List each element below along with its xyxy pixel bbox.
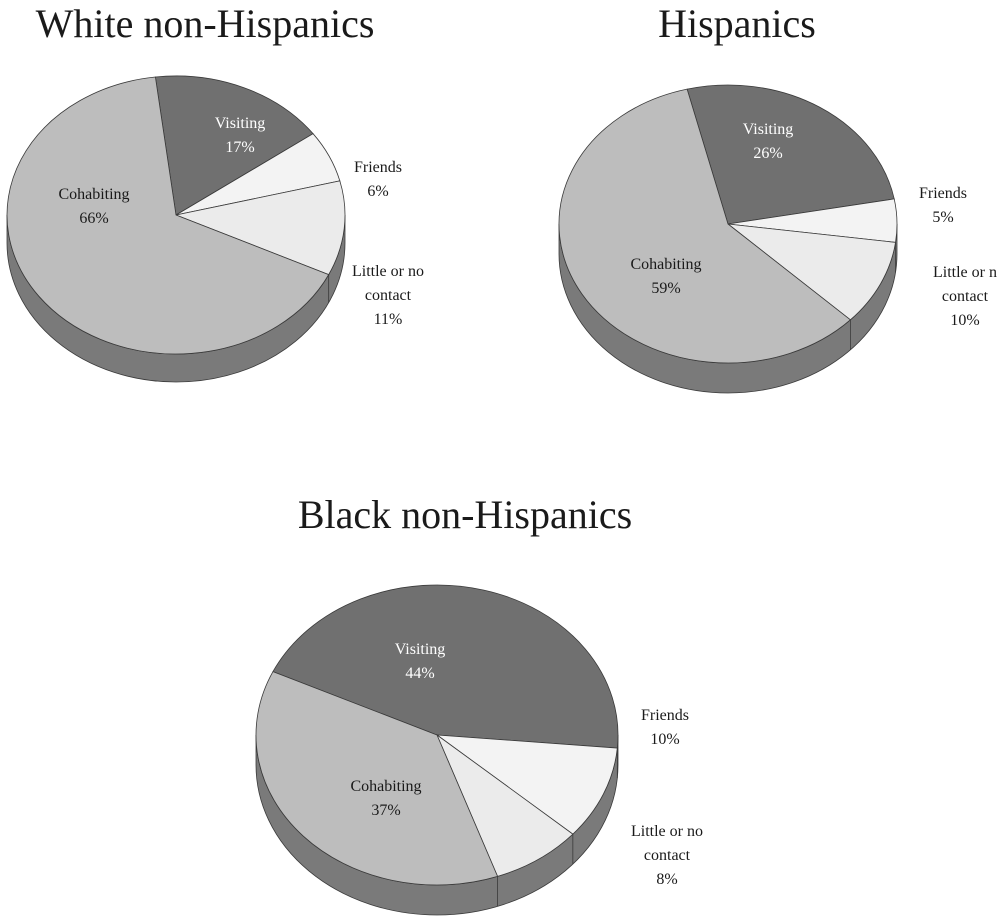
slice-label-line: 8% [656, 871, 677, 888]
slice-label-little-or-no-contact: Little or no contact 11% [352, 263, 424, 328]
slice-label-line: 11% [374, 311, 403, 328]
slice-label-line: 17% [225, 139, 254, 156]
slice-label-line: contact [365, 287, 412, 304]
pie-slice-visiting [154, 75, 314, 216]
slice-label-line: Little or no [352, 263, 424, 280]
pie-slice-visiting [272, 584, 619, 749]
slice-label-line: Little or n [933, 264, 997, 281]
slice-label-line: Cohabiting [350, 778, 421, 795]
slice-label-line: 6% [367, 183, 388, 200]
slice-label-line: Cohabiting [58, 186, 129, 203]
chart-title: Hispanics [658, 1, 816, 46]
chart-title: White non-Hispanics [36, 1, 375, 46]
slice-label-cohabiting: Cohabiting 66% [58, 186, 129, 227]
slice-label-line: 26% [753, 145, 782, 162]
slice-label-visiting: Visiting 17% [215, 115, 266, 156]
slice-label-friends: Friends 6% [354, 159, 402, 200]
slice-label-little-or-no-contact: Little or no contact 8% [631, 823, 703, 888]
slice-label-line: 5% [932, 209, 953, 226]
slice-label-line: Cohabiting [630, 256, 701, 273]
slice-label-line: 10% [950, 312, 979, 329]
slice-label-visiting: Visiting 44% [395, 641, 446, 682]
slice-label-friends: Friends 5% [919, 185, 967, 226]
slice-label-line: 44% [405, 665, 434, 682]
pie-slice-cohabiting [6, 76, 330, 355]
pie-slice-little-or-no-contact [726, 223, 896, 321]
pie-slice-visiting [686, 84, 895, 225]
slice-label-cohabiting: Cohabiting 37% [350, 778, 421, 819]
slice-label-line: Friends [641, 707, 689, 724]
slice-label-line: Visiting [395, 641, 446, 658]
slice-label-line: 10% [650, 731, 679, 748]
pie-slice-little-or-no-contact [174, 180, 346, 276]
pie-chart-white-non-hispanics: White non-Hispanics Visiting 17% Friends 6%… [6, 1, 424, 383]
pie-chart-hispanics: Hispanics Visiting 26% Friends 5% Little or … [558, 1, 997, 394]
slice-label-line: Visiting [215, 115, 266, 132]
pie-slice-little-or-no-contact [436, 733, 574, 877]
slice-label-line: contact [644, 847, 691, 864]
slice-label-friends: Friends 10% [641, 707, 689, 748]
slice-label-line: Visiting [743, 121, 794, 138]
slice-label-line: contact [942, 288, 989, 305]
slice-label-visiting: Visiting 26% [743, 121, 794, 162]
pie-slice-cohabiting [255, 671, 499, 886]
slice-label-line: 66% [79, 210, 108, 227]
slice-label-line: Friends [354, 159, 402, 176]
slice-label-line: 37% [371, 802, 400, 819]
pie-chart-black-non-hispanics: Black non-Hispanics Visiting 44% Friends 10… [255, 492, 703, 916]
slice-label-cohabiting: Cohabiting 59% [630, 256, 701, 297]
chart-title: Black non-Hispanics [298, 492, 632, 537]
slice-label-line: Little or no [631, 823, 703, 840]
slice-label-little-or-no-contact: Little or n contact 10% [933, 264, 997, 329]
pie-slice-cohabiting [558, 88, 852, 364]
slice-label-line: 59% [651, 280, 680, 297]
slice-label-line: Friends [919, 185, 967, 202]
pie-slice-friends [435, 734, 618, 835]
